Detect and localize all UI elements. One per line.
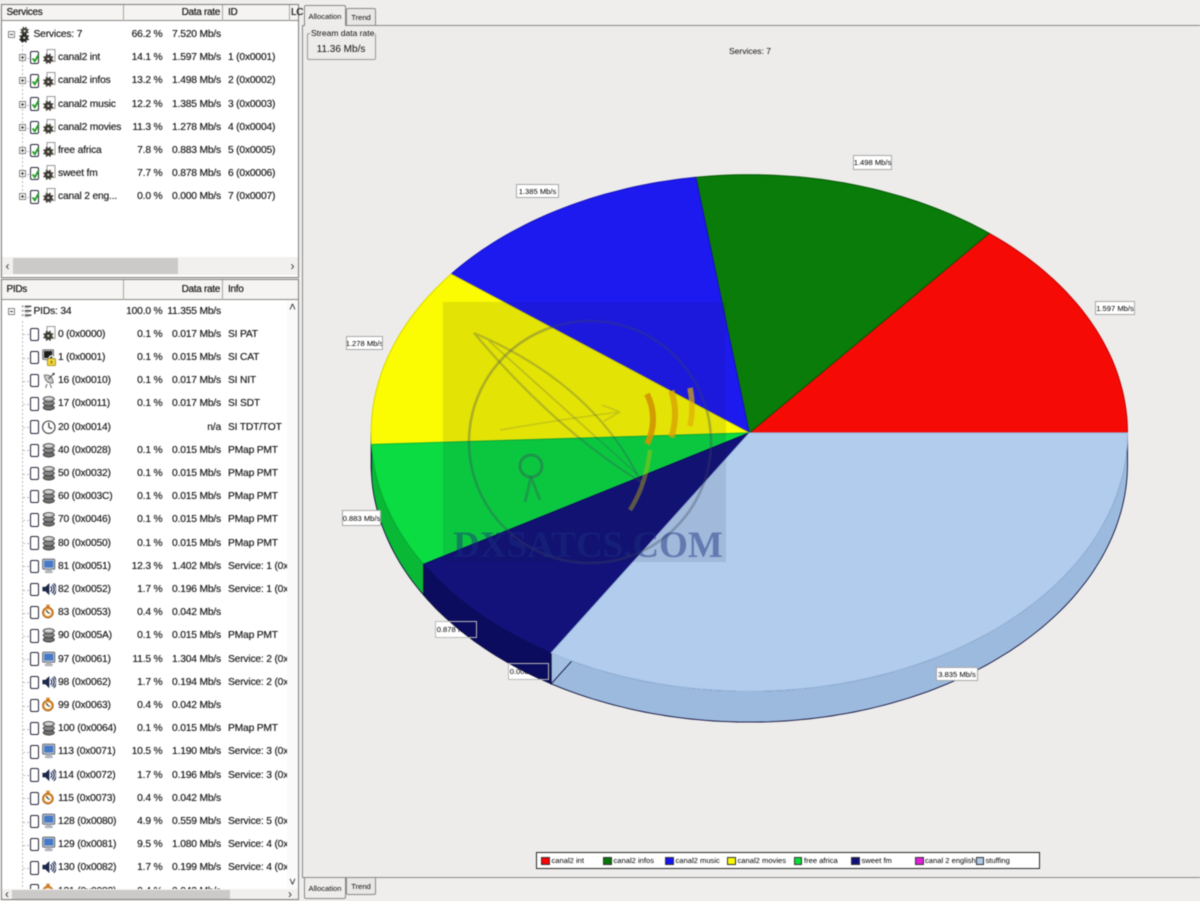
svg-text:DXSATCS.COM: DXSATCS.COM (453, 525, 723, 566)
